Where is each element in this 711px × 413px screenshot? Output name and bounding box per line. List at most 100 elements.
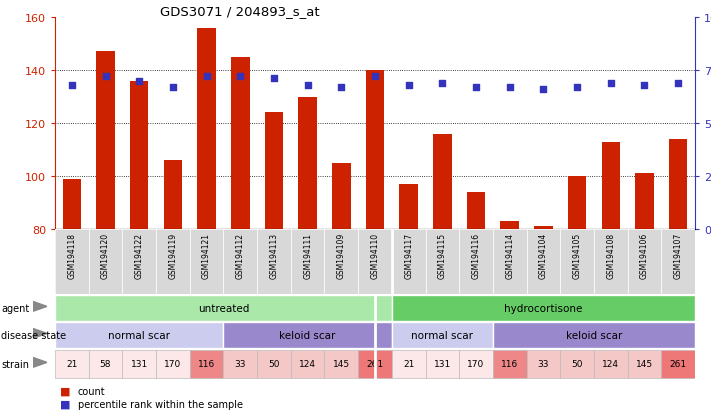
Bar xyxy=(392,350,425,378)
Bar xyxy=(324,350,358,378)
Bar xyxy=(156,230,190,294)
Bar xyxy=(433,134,451,230)
Bar xyxy=(392,230,425,294)
Bar xyxy=(55,230,89,294)
Bar xyxy=(291,230,324,294)
Bar xyxy=(96,52,114,230)
Text: GSM194104: GSM194104 xyxy=(539,233,548,279)
Bar xyxy=(594,350,628,378)
Bar xyxy=(669,140,688,230)
Text: 170: 170 xyxy=(467,360,485,369)
Text: 21: 21 xyxy=(66,360,77,369)
Bar xyxy=(358,230,392,294)
Point xyxy=(336,84,347,91)
Point xyxy=(638,82,650,89)
Bar xyxy=(501,221,519,230)
Text: ■: ■ xyxy=(60,386,70,396)
Bar xyxy=(55,350,89,378)
Text: GSM194112: GSM194112 xyxy=(236,233,245,279)
Point xyxy=(302,82,314,89)
Bar xyxy=(63,179,81,230)
Point xyxy=(572,84,583,91)
Bar xyxy=(560,230,594,294)
Bar xyxy=(628,230,661,294)
Point xyxy=(471,84,482,91)
Bar xyxy=(392,322,493,348)
Point xyxy=(235,74,246,81)
Text: untreated: untreated xyxy=(198,303,249,313)
Text: GSM194108: GSM194108 xyxy=(606,233,615,279)
Text: GSM194116: GSM194116 xyxy=(471,233,481,279)
Bar xyxy=(661,350,695,378)
Bar xyxy=(635,174,653,230)
Point xyxy=(403,82,415,89)
Text: 261: 261 xyxy=(670,360,687,369)
Text: GSM194117: GSM194117 xyxy=(404,233,413,279)
Bar xyxy=(324,230,358,294)
Text: 116: 116 xyxy=(501,360,518,369)
Point xyxy=(167,84,178,91)
Text: GSM194106: GSM194106 xyxy=(640,233,649,279)
Text: 145: 145 xyxy=(333,360,350,369)
Bar xyxy=(257,230,291,294)
Text: GSM194114: GSM194114 xyxy=(506,233,514,279)
Bar xyxy=(602,142,620,230)
Bar xyxy=(493,350,527,378)
Bar xyxy=(190,230,223,294)
Bar xyxy=(400,185,418,230)
Bar xyxy=(594,230,628,294)
Text: 145: 145 xyxy=(636,360,653,369)
Bar xyxy=(527,230,560,294)
Polygon shape xyxy=(33,358,47,368)
Point xyxy=(538,87,549,93)
Text: percentile rank within the sample: percentile rank within the sample xyxy=(77,399,242,409)
Bar xyxy=(568,177,587,230)
Text: keloid scar: keloid scar xyxy=(279,330,336,340)
Bar xyxy=(628,350,661,378)
Text: GSM194105: GSM194105 xyxy=(572,233,582,279)
Bar xyxy=(122,230,156,294)
Bar xyxy=(425,230,459,294)
Text: disease state: disease state xyxy=(1,330,67,340)
Bar xyxy=(459,230,493,294)
Bar xyxy=(291,350,324,378)
Text: GSM194107: GSM194107 xyxy=(673,233,683,279)
Point xyxy=(201,74,213,81)
Bar xyxy=(358,350,392,378)
Bar xyxy=(122,350,156,378)
Text: normal scar: normal scar xyxy=(412,330,474,340)
Bar xyxy=(299,97,317,230)
Point xyxy=(437,80,448,87)
Text: 58: 58 xyxy=(100,360,112,369)
Text: 33: 33 xyxy=(538,360,549,369)
Bar xyxy=(164,161,182,230)
Text: 33: 33 xyxy=(235,360,246,369)
Text: ■: ■ xyxy=(60,399,70,409)
Bar xyxy=(223,230,257,294)
Bar xyxy=(365,71,384,230)
Text: 131: 131 xyxy=(131,360,148,369)
Bar xyxy=(223,322,392,348)
Bar xyxy=(534,227,552,230)
Text: agent: agent xyxy=(1,303,30,313)
Text: 50: 50 xyxy=(572,360,583,369)
Point xyxy=(369,74,380,81)
Bar xyxy=(264,113,283,230)
Bar xyxy=(459,350,493,378)
Text: GSM194119: GSM194119 xyxy=(169,233,178,279)
Bar xyxy=(130,81,149,230)
Text: strain: strain xyxy=(1,359,29,369)
Bar xyxy=(493,322,695,348)
Polygon shape xyxy=(33,329,47,339)
Bar xyxy=(493,230,527,294)
Text: 124: 124 xyxy=(299,360,316,369)
Text: GSM194115: GSM194115 xyxy=(438,233,447,279)
Bar xyxy=(89,350,122,378)
Bar xyxy=(661,230,695,294)
Text: normal scar: normal scar xyxy=(108,330,170,340)
Text: 50: 50 xyxy=(268,360,279,369)
Text: GSM194120: GSM194120 xyxy=(101,233,110,279)
Text: GSM194110: GSM194110 xyxy=(370,233,380,279)
Bar xyxy=(425,350,459,378)
Bar xyxy=(560,350,594,378)
